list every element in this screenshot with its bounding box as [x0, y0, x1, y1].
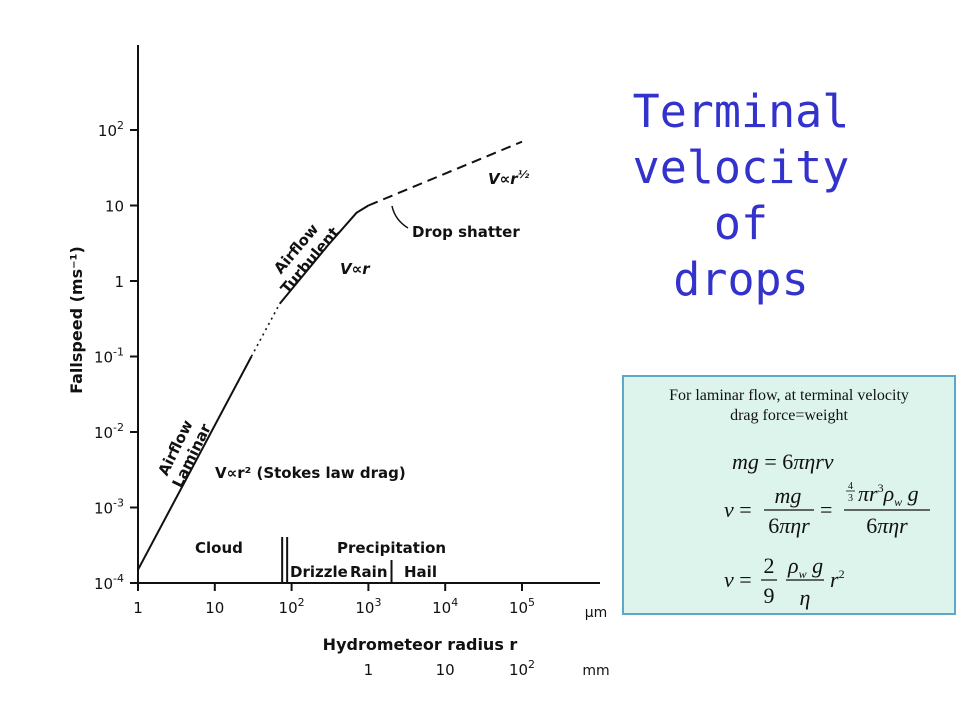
- y-tick-label: 10-4: [94, 572, 124, 593]
- x-tick-label-mm: 10: [436, 661, 455, 679]
- svg-text:4: 4: [848, 481, 853, 492]
- equation-velocity: v = mg 6πηr = 4 3 πr3ρw g 6πηr: [724, 481, 930, 538]
- x-unit-label-mm: mm: [582, 663, 609, 679]
- sqrt-regime-label: V∝r½: [488, 168, 530, 188]
- category-label-drizzle: Drizzle: [290, 563, 348, 581]
- curve-segment-solid: [278, 204, 369, 305]
- formula-caption-line: drag force=weight: [730, 407, 848, 424]
- y-tick-label: 10-2: [94, 421, 124, 442]
- category-label-precipitation: Precipitation: [337, 539, 446, 557]
- svg-text:v =: v =: [724, 497, 752, 522]
- x-tick-label: 104: [432, 596, 458, 617]
- y-tick-label: 1: [114, 273, 124, 291]
- linear-regime-label: V∝r: [340, 260, 371, 278]
- y-tick-label: 10-3: [94, 497, 124, 518]
- drop-shatter-pointer: [391, 205, 409, 229]
- y-tick-label: 102: [98, 119, 124, 140]
- equation-stokes-velocity: v = 2 9 ρw g η r2: [724, 553, 845, 610]
- formula-caption: For laminar flow, at terminal velocity d…: [624, 386, 954, 426]
- category-label-rain: Rain: [350, 563, 388, 581]
- formula-caption-line: For laminar flow, at terminal velocity: [669, 387, 909, 404]
- svg-text:πr3ρw g: πr3ρw g: [858, 481, 919, 509]
- x-tick-label-mm: 1: [364, 661, 374, 679]
- svg-text:6πηr: 6πηr: [768, 513, 810, 538]
- x-tick-label: 103: [355, 596, 381, 617]
- x-unit-label: μm: [585, 605, 608, 621]
- svg-text:=: =: [820, 497, 832, 522]
- fallspeed-chart: 10-4 10-3 10-2 10-1 1 10 102 1 10 102 103 104 105 μm…: [67, 45, 610, 679]
- curve-segment-solid: [137, 356, 253, 571]
- x-axis-label: Hydrometeor radius r: [323, 635, 518, 654]
- category-label-hail: Hail: [404, 563, 437, 581]
- title-line: Terminal: [632, 85, 850, 138]
- svg-text:η: η: [800, 585, 811, 610]
- svg-text:v =: v =: [724, 567, 752, 592]
- svg-text:r2: r2: [830, 567, 845, 592]
- drop-shatter-label: Drop shatter: [412, 223, 520, 241]
- svg-text:9: 9: [764, 583, 775, 608]
- chart-axes: [130, 45, 600, 591]
- y-tick-label: 10: [105, 198, 124, 216]
- equation-force-balance: mg = 6πηrv: [732, 449, 834, 474]
- stokes-law-label: V∝r² (Stokes law drag): [215, 464, 406, 482]
- y-tick-labels: 10-4 10-3 10-2 10-1 1 10 102: [94, 119, 124, 593]
- x-tick-label-mm: 102: [509, 658, 535, 679]
- formula-box: For laminar flow, at terminal velocity d…: [622, 375, 956, 615]
- x-tick-label: 102: [279, 596, 305, 617]
- x-tick-label: 10: [205, 599, 224, 617]
- curve-segment-dotted: [250, 303, 281, 357]
- title-line: velocity of: [632, 141, 850, 250]
- title-line: drops: [673, 253, 809, 306]
- x-tick-label: 1: [133, 599, 143, 617]
- x-tick-label: 105: [509, 596, 535, 617]
- fallspeed-curve: [137, 140, 523, 571]
- category-label-cloud: Cloud: [195, 539, 243, 557]
- svg-text:ρw g: ρw g: [787, 553, 823, 581]
- svg-text:6πηr: 6πηr: [866, 513, 908, 538]
- y-tick-label: 10-1: [94, 346, 124, 367]
- svg-text:2: 2: [764, 553, 775, 578]
- slide-title: Terminal velocity of drops: [622, 84, 860, 308]
- svg-text:3: 3: [848, 493, 853, 504]
- formula-equations: mg = 6πηrv v = mg 6πηr = 4 3 πr3ρw g 6πη…: [724, 449, 930, 610]
- curve-segment-dashed: [368, 140, 523, 207]
- y-axis-label: Fallspeed (ms⁻¹): [67, 246, 86, 394]
- svg-text:mg: mg: [775, 483, 802, 508]
